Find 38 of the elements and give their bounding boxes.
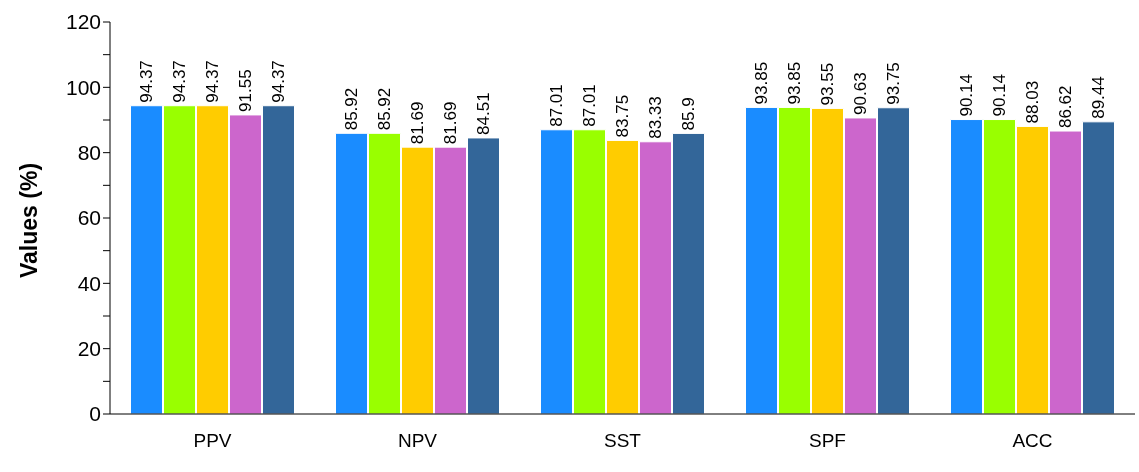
data-label: 81.69 bbox=[441, 101, 460, 145]
y-tick-label: 20 bbox=[77, 337, 101, 361]
data-label: 85.9 bbox=[679, 97, 698, 131]
data-label: 84.51 bbox=[474, 92, 493, 135]
data-label: 88.03 bbox=[1023, 80, 1042, 124]
x-tick-label: SST bbox=[604, 430, 642, 452]
data-label: 93.85 bbox=[752, 61, 771, 105]
x-tick-label: SPF bbox=[809, 430, 846, 452]
data-label: 94.37 bbox=[269, 60, 288, 103]
x-tick-label: NPV bbox=[397, 430, 438, 452]
y-axis-title: Values (%) bbox=[16, 162, 43, 278]
x-tick-label: ACC bbox=[1012, 430, 1053, 452]
y-tick-label: 100 bbox=[65, 75, 101, 99]
data-label: 94.37 bbox=[137, 60, 156, 103]
y-tick-label: 120 bbox=[65, 10, 101, 34]
data-label: 83.75 bbox=[613, 94, 632, 138]
data-label: 83.33 bbox=[646, 96, 665, 139]
data-label: 93.75 bbox=[884, 62, 903, 105]
y-tick-label: 0 bbox=[89, 402, 101, 426]
y-tick-label: 40 bbox=[77, 271, 101, 295]
data-label: 93.85 bbox=[785, 61, 804, 105]
data-label: 91.55 bbox=[236, 69, 255, 112]
data-label: 94.37 bbox=[203, 60, 222, 103]
x-tick-label: PPV bbox=[193, 430, 232, 452]
data-label: 85.92 bbox=[375, 87, 394, 131]
data-label: 87.01 bbox=[580, 84, 599, 127]
y-tick-label: 60 bbox=[77, 206, 101, 230]
y-tick-label: 80 bbox=[77, 141, 101, 165]
data-label: 93.55 bbox=[818, 62, 837, 106]
data-label: 90.14 bbox=[990, 74, 1009, 117]
data-label: 85.92 bbox=[342, 87, 361, 131]
data-label: 81.69 bbox=[408, 101, 427, 145]
data-label: 86.62 bbox=[1056, 85, 1075, 129]
data-label: 90.14 bbox=[957, 74, 976, 117]
data-label: 87.01 bbox=[547, 84, 566, 127]
data-label: 94.37 bbox=[170, 60, 189, 103]
data-label: 89.44 bbox=[1089, 76, 1108, 119]
data-label: 90.63 bbox=[851, 72, 870, 115]
